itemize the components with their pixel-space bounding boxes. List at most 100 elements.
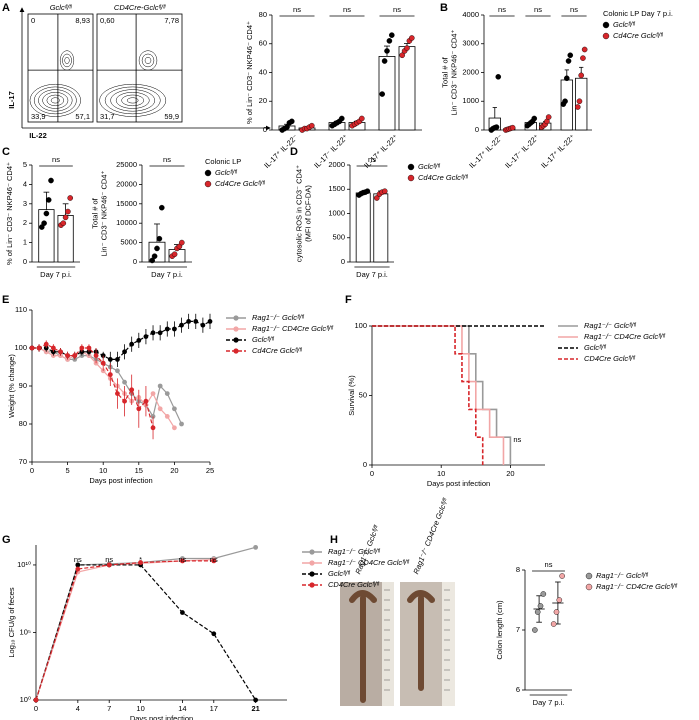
data-point — [580, 55, 586, 61]
data-point — [29, 345, 35, 351]
x-axis-label: Days post infection — [130, 714, 193, 720]
annotation: ns — [498, 5, 506, 14]
y-tick-label: 20000 — [116, 179, 137, 188]
contour — [138, 50, 158, 71]
ruler — [442, 582, 455, 706]
data-point — [381, 188, 388, 194]
data-point — [107, 357, 113, 362]
legend-label: Gclcᶠˡ/ᶠˡ — [215, 168, 238, 177]
x-tick-label: Day 7 p.i. — [356, 270, 388, 279]
data-point — [151, 253, 158, 259]
data-point — [556, 597, 563, 603]
bar — [373, 193, 389, 263]
contour — [126, 97, 139, 104]
bar — [398, 46, 416, 131]
x-tick-label: 4 — [76, 704, 80, 713]
data-point — [138, 560, 143, 565]
y-axis-label: Colon length (cm) — [495, 600, 504, 660]
data-point — [157, 330, 163, 336]
series-line — [32, 320, 211, 360]
y-tick-label: 8 — [516, 565, 520, 574]
data-point — [171, 251, 178, 258]
data-point — [122, 379, 127, 385]
panel-label: H — [330, 534, 338, 546]
data-point — [72, 353, 78, 358]
data-point — [179, 421, 184, 427]
data-point — [164, 414, 170, 419]
y-tick-label: 10⁰ — [20, 695, 31, 704]
x-axis-label: IL-22 — [29, 131, 47, 140]
data-point — [379, 91, 386, 97]
data-point — [253, 544, 259, 550]
data-point — [129, 387, 135, 393]
y-tick-label: 10¹⁰ — [17, 560, 31, 569]
y-tick-label: 1000 — [328, 208, 345, 217]
legend-label: CD4Cre Gclcᶠˡ/ᶠˡ — [328, 580, 380, 589]
y-tick-label: 60 — [259, 39, 267, 48]
data-point — [381, 58, 388, 64]
series-line — [372, 325, 505, 465]
panel-label: D — [290, 146, 298, 158]
legend-label: Gclcᶠˡ/ᶠˡ — [328, 569, 351, 578]
data-point — [253, 697, 259, 703]
data-point — [164, 326, 170, 332]
data-point — [540, 591, 547, 597]
data-point — [157, 406, 163, 412]
data-point — [149, 257, 155, 264]
data-point — [67, 195, 74, 201]
data-point — [578, 72, 585, 79]
data-point — [532, 627, 538, 633]
data-point — [581, 46, 588, 53]
bar — [355, 192, 371, 263]
y-axis-label: cytosolic ROS in CD3⁻ CD4⁺ — [294, 165, 303, 262]
y-tick-label: 0 — [133, 257, 137, 266]
legend-marker — [585, 572, 593, 580]
series-line — [35, 564, 257, 701]
annotation: ns — [178, 555, 186, 564]
x-tick-label: 20 — [506, 469, 514, 478]
data-point — [33, 697, 39, 703]
y-tick-label: 90 — [19, 381, 27, 390]
legend-label: CD4Cre Gclcᶠˡ/ᶠˡ — [584, 354, 636, 363]
data-point — [58, 349, 63, 355]
data-point — [79, 345, 85, 351]
legend-label: Rag1⁻/⁻ CD4Cre Gclcᶠˡ/ᶠˡ — [596, 582, 678, 591]
contour — [144, 56, 152, 64]
x-axis-label: Days post infection — [427, 479, 490, 488]
y-tick-label: 0 — [341, 257, 345, 266]
data-point — [200, 322, 206, 328]
data-point — [495, 74, 502, 80]
data-point — [178, 239, 185, 246]
plot-frame — [96, 13, 183, 123]
x-tick-label: 20 — [170, 466, 178, 475]
legend-marker — [585, 583, 593, 591]
annotation: ns — [343, 5, 351, 14]
data-point — [562, 98, 568, 105]
annotation: ns — [74, 555, 82, 564]
data-point — [136, 406, 142, 412]
y-tick-label: 80 — [259, 10, 267, 19]
annotation: ns — [513, 435, 521, 444]
panel-label: B — [440, 2, 448, 14]
legend-marker — [233, 326, 239, 332]
bar — [575, 77, 588, 131]
x-tick-label: 14 — [178, 704, 186, 713]
legend-marker — [204, 180, 212, 188]
legend-marker — [233, 337, 239, 343]
y-axis-label: Lin⁻ CD3⁻ NKP46⁻ CD4⁺ — [99, 171, 108, 257]
contour — [33, 86, 77, 115]
data-point — [308, 122, 315, 129]
annotation: ns — [545, 560, 553, 569]
data-point — [45, 197, 52, 203]
legend-label: Gclcᶠˡ/ᶠˡ — [613, 20, 636, 29]
y-tick-label: 100 — [354, 321, 367, 330]
panel-label: C — [2, 146, 10, 158]
data-point — [43, 210, 50, 217]
data-point — [48, 177, 54, 184]
data-point — [211, 558, 217, 564]
y-tick-label: 1500 — [328, 184, 345, 193]
x-tick-label: 10 — [437, 469, 445, 478]
legend-marker — [602, 21, 610, 29]
y-tick-label: 5000 — [120, 238, 137, 247]
legend-marker — [309, 571, 315, 577]
